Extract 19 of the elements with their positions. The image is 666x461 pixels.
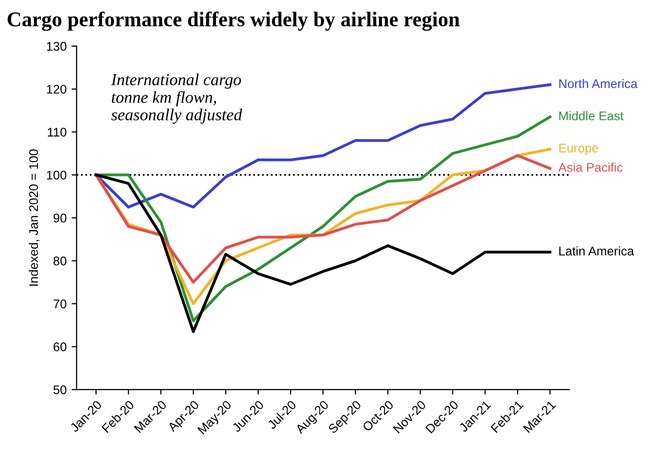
- annotation: International cargo tonne km flown, seasonally adjusted: [111, 74, 242, 124]
- y-tick-label: 80: [54, 256, 66, 266]
- series-label: Asia Pacific: [558, 162, 623, 172]
- line-series: [94, 174, 552, 333]
- series-label: Europe: [559, 144, 598, 155]
- y-tick-label: 70: [54, 299, 66, 308]
- chart-title: Cargo performance differs widely by airline region: [8, 12, 460, 31]
- y-tick-label: 50: [53, 385, 66, 394]
- series-label: Middle East: [559, 111, 624, 120]
- y-tick-label: 100: [46, 170, 66, 180]
- y-tick-label: 90: [54, 214, 66, 222]
- y-axis-title: Indexed, Jan 2020 = 100: [28, 149, 40, 286]
- y-tick-label: 120: [46, 84, 66, 94]
- series-label: Latin America: [559, 246, 634, 256]
- y-tick-label: 110: [48, 128, 66, 137]
- series-label: North America: [559, 78, 638, 88]
- line-series: [94, 154, 552, 284]
- y-tick-label: 130: [46, 42, 66, 51]
- y-tick-label: 60: [54, 342, 66, 352]
